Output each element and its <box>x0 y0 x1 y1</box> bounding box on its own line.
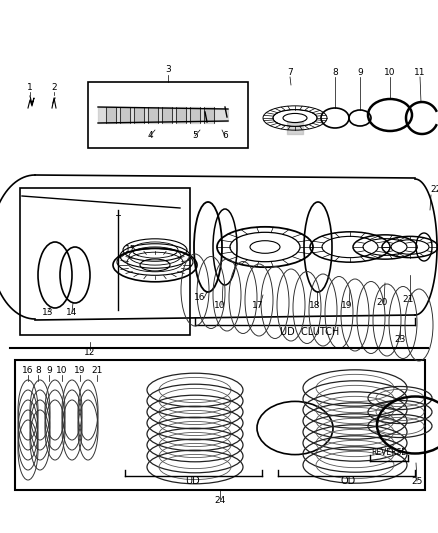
Bar <box>88 82 248 148</box>
Text: UD  CLUTCH: UD CLUTCH <box>280 327 339 337</box>
Text: 21: 21 <box>403 295 413 304</box>
Text: 9: 9 <box>357 68 363 77</box>
Text: UD: UD <box>186 476 200 486</box>
Bar <box>15 360 425 490</box>
Text: 6: 6 <box>222 131 228 140</box>
Text: 7: 7 <box>287 68 293 77</box>
Text: 1: 1 <box>27 83 33 92</box>
Text: 12: 12 <box>84 348 95 357</box>
Text: 13: 13 <box>42 308 54 317</box>
Text: 19: 19 <box>341 301 353 310</box>
Text: 18: 18 <box>309 301 321 310</box>
Text: OD: OD <box>340 476 356 486</box>
Text: 22: 22 <box>430 185 438 194</box>
Bar <box>20 188 190 335</box>
Text: 8: 8 <box>35 366 41 375</box>
Text: 16: 16 <box>194 293 206 302</box>
Text: 10: 10 <box>56 366 68 375</box>
Text: 25: 25 <box>411 477 423 486</box>
Text: 19: 19 <box>74 366 86 375</box>
Text: 5: 5 <box>192 131 198 140</box>
Text: 14: 14 <box>66 308 78 317</box>
Text: 9: 9 <box>46 366 52 375</box>
Text: 8: 8 <box>332 68 338 77</box>
Text: 2: 2 <box>51 83 57 92</box>
Text: 23: 23 <box>394 335 406 344</box>
Text: 16: 16 <box>22 366 34 375</box>
Text: 3: 3 <box>165 65 171 74</box>
Text: 4: 4 <box>147 131 153 140</box>
Text: 11: 11 <box>414 68 426 77</box>
Text: 15: 15 <box>125 245 137 254</box>
Text: 20: 20 <box>376 298 388 307</box>
Text: 17: 17 <box>252 301 264 310</box>
Text: REVERSE: REVERSE <box>371 448 406 457</box>
Text: 10: 10 <box>384 68 396 77</box>
Text: 21: 21 <box>91 366 102 375</box>
Text: 24: 24 <box>214 496 226 505</box>
Text: 10: 10 <box>214 301 226 310</box>
